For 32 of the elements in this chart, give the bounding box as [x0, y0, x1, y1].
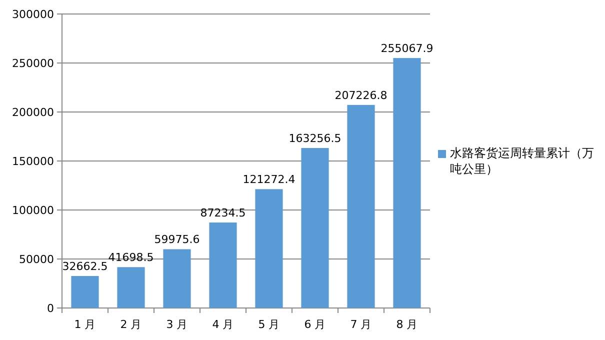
data-label: 59975.6	[154, 233, 200, 246]
y-tick-label: 0	[47, 302, 54, 315]
y-tick-label: 50000	[19, 253, 54, 266]
data-label: 207226.8	[334, 88, 388, 102]
data-label: 121272.4	[242, 173, 296, 186]
y-tick-label: 150000	[12, 155, 54, 168]
bar	[301, 148, 329, 308]
data-label: 32662.5	[62, 260, 108, 273]
bar	[393, 58, 421, 308]
x-tick-label: 5 月	[258, 318, 280, 331]
x-tick-label: 8 月	[396, 318, 418, 331]
bar	[209, 222, 237, 308]
data-label: 163256.5	[288, 132, 342, 146]
y-tick-label: 250000	[12, 57, 54, 70]
data-label: 41698.5	[108, 251, 154, 264]
bar	[117, 267, 145, 308]
x-tick-label: 4 月	[212, 318, 234, 331]
x-tick-label: 6 月	[304, 318, 326, 331]
y-tick-label: 200000	[12, 106, 54, 119]
x-tick-label: 2 月	[120, 318, 142, 331]
bar	[347, 104, 375, 308]
bar	[71, 276, 99, 308]
x-tick-label: 7 月	[350, 318, 372, 331]
bar	[163, 249, 191, 308]
x-tick-label: 1 月	[74, 318, 96, 331]
y-tick-label: 100000	[12, 204, 54, 217]
x-tick-label: 3 月	[166, 318, 188, 331]
y-tick-label: 300000	[12, 8, 54, 21]
legend-label: 水路客货运周转量累计（万吨公里）	[450, 145, 595, 177]
data-label: 87234.5	[200, 206, 246, 220]
bar	[255, 189, 283, 308]
data-label: 255067.9	[380, 42, 434, 56]
